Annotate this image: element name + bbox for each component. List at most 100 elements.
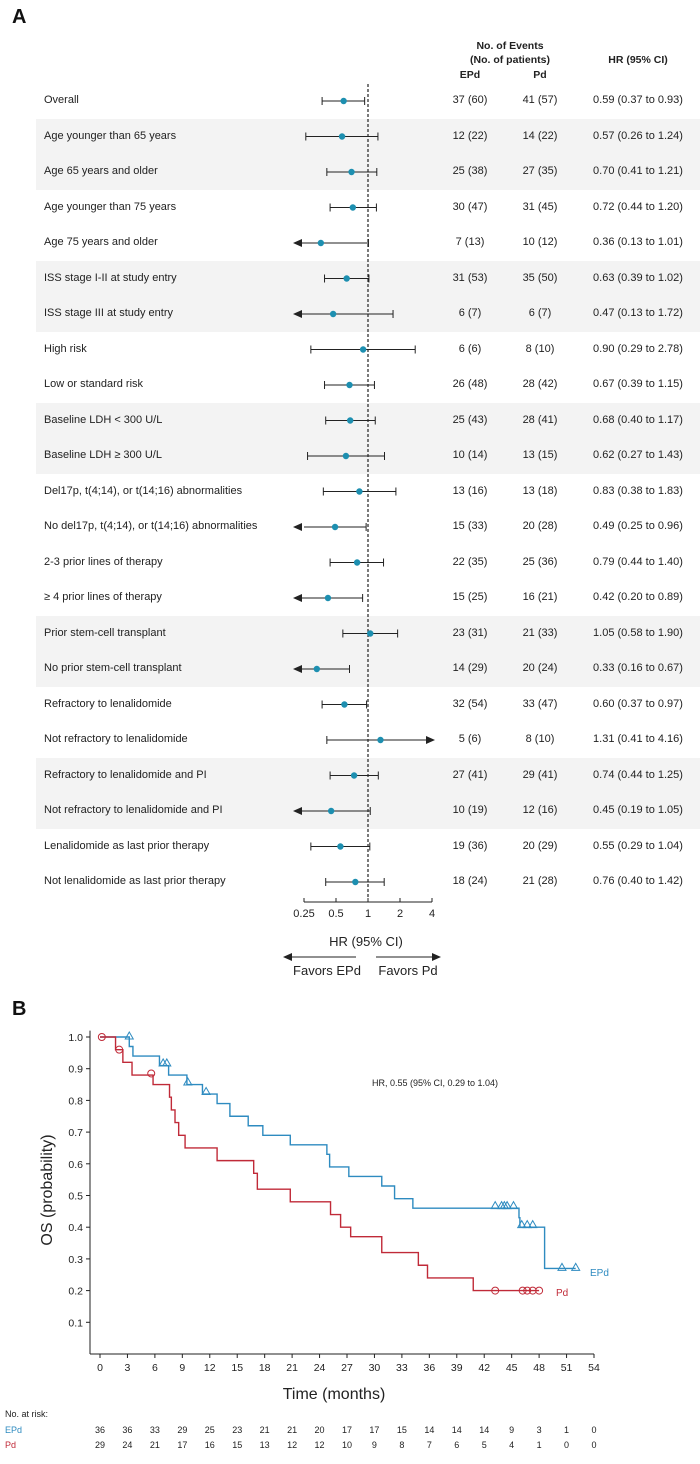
risk-count-pd: 12 bbox=[287, 1440, 297, 1450]
forest-row-pd: 25 (36) bbox=[522, 555, 558, 568]
km-censor-epd bbox=[490, 1200, 501, 1210]
forest-row-pd: 6 (7) bbox=[528, 307, 552, 319]
ci-arrow-right bbox=[426, 736, 435, 744]
km-censor-pd bbox=[528, 1286, 537, 1295]
km-y-tick-label: 0.6 bbox=[68, 1159, 83, 1171]
hr-point bbox=[346, 417, 354, 424]
risk-count-epd: 3 bbox=[537, 1425, 542, 1435]
panel-label-a: A bbox=[12, 6, 27, 28]
risk-count-pd: 21 bbox=[150, 1440, 160, 1450]
forest-row-label: Baseline LDH ≥ 300 U/L bbox=[44, 449, 162, 461]
forest-plot: 0.25 0.5 1 2 4 HR (95% CI) Favors EPd Favors Pd bbox=[283, 84, 441, 978]
favors-right-arrow bbox=[432, 953, 441, 961]
forest-row-hr: 0.67 (0.39 to 1.15) bbox=[593, 378, 683, 390]
forest-x-label: HR (95% CI) bbox=[329, 934, 403, 949]
forest-row-label: Age younger than 65 years bbox=[44, 129, 177, 142]
risk-count-pd: 7 bbox=[427, 1440, 432, 1450]
km-x-tick-label: 39 bbox=[451, 1362, 463, 1374]
forest-row-label: Overall bbox=[44, 94, 79, 106]
forest-row-pd: 33 (47) bbox=[522, 697, 558, 710]
forest-row-hr: 0.79 (0.44 to 1.40) bbox=[593, 555, 683, 568]
km-x-tick-label: 6 bbox=[152, 1362, 158, 1374]
km-x-tick-label: 21 bbox=[286, 1362, 298, 1374]
km-x-tick-label: 45 bbox=[506, 1362, 518, 1374]
forest-row-epd: 15 (33) bbox=[452, 520, 488, 532]
km-censor-pd bbox=[518, 1286, 527, 1295]
forest-row-pd: 16 (21) bbox=[522, 591, 558, 603]
forest-row-epd: 25 (43) bbox=[452, 413, 488, 426]
hr-point bbox=[348, 168, 355, 176]
forest-row-hr: 0.72 (0.44 to 1.20) bbox=[593, 200, 683, 213]
forest-row-label: Age younger than 75 years bbox=[44, 200, 177, 213]
km-x-tick-label: 24 bbox=[314, 1362, 326, 1374]
forest-row-pd: 20 (28) bbox=[522, 520, 558, 532]
km-y-label: OS (probability) bbox=[39, 1134, 56, 1245]
forest-row-epd: 7 (13) bbox=[455, 236, 485, 248]
forest-row-epd: 15 (25) bbox=[452, 591, 488, 603]
forest-row-hr: 1.31 (0.41 to 4.16) bbox=[593, 733, 683, 745]
km-censor-epd bbox=[182, 1076, 193, 1086]
km-y-tick-label: 0.1 bbox=[68, 1317, 83, 1329]
forest-x-tick-label: 2 bbox=[397, 908, 403, 920]
forest-row-label: Del17p, t(4;14), or t(14;16) abnormaliti… bbox=[44, 484, 243, 497]
km-x-tick-label: 54 bbox=[588, 1362, 600, 1374]
forest-row-pd: 20 (24) bbox=[522, 662, 558, 674]
header-pd: Pd bbox=[533, 69, 547, 81]
forest-row-label: ≥ 4 prior lines of therapy bbox=[44, 591, 162, 603]
forest-row-epd: 10 (14) bbox=[452, 449, 488, 461]
forest-row-hr: 0.45 (0.19 to 1.05) bbox=[593, 804, 683, 816]
risk-row-name-epd: EPd bbox=[5, 1425, 22, 1435]
forest-row-epd: 27 (41) bbox=[452, 768, 488, 781]
km-x-tick-label: 30 bbox=[369, 1362, 381, 1374]
km-censor-epd bbox=[124, 1030, 135, 1040]
forest-row-epd: 30 (47) bbox=[452, 200, 488, 213]
km-y-tick-label: 0.7 bbox=[68, 1127, 83, 1139]
hr-point bbox=[342, 452, 350, 460]
km-y-tick-label: 0.2 bbox=[68, 1286, 83, 1298]
km-x-tick-label: 9 bbox=[179, 1362, 185, 1374]
ci-arrow-left bbox=[293, 239, 302, 247]
forest-row-label: Low or standard risk bbox=[44, 378, 144, 390]
forest-row-epd: 6 (6) bbox=[458, 342, 482, 355]
forest-row-epd: 19 (36) bbox=[452, 839, 488, 852]
forest-row-label: ISS stage I-II at study entry bbox=[44, 271, 177, 284]
risk-count-epd: 29 bbox=[177, 1425, 187, 1435]
km-censor-epd bbox=[502, 1200, 512, 1210]
risk-count-pd: 5 bbox=[482, 1440, 487, 1450]
forest-row-label: ISS stage III at study entry bbox=[44, 307, 174, 319]
km-x-tick-label: 18 bbox=[259, 1362, 271, 1374]
hr-point bbox=[377, 736, 384, 744]
forest-row-hr: 1.05 (0.58 to 1.90) bbox=[593, 626, 683, 639]
km-censor-epd bbox=[201, 1086, 211, 1095]
risk-count-epd: 36 bbox=[122, 1425, 132, 1435]
forest-row-label: 2-3 prior lines of therapy bbox=[44, 555, 163, 568]
risk-count-pd: 6 bbox=[454, 1440, 459, 1450]
forest-row-hr: 0.42 (0.20 to 0.89) bbox=[593, 591, 683, 603]
risk-count-epd: 20 bbox=[315, 1425, 325, 1435]
forest-row-epd: 18 (24) bbox=[452, 875, 488, 887]
risk-count-pd: 29 bbox=[95, 1440, 105, 1450]
km-x-tick-label: 15 bbox=[231, 1362, 243, 1374]
forest-row-epd: 6 (7) bbox=[458, 307, 482, 319]
hr-point bbox=[352, 878, 359, 886]
header-patients: (No. of patients) bbox=[470, 54, 550, 66]
forest-row-label: Refractory to lenalidomide bbox=[44, 697, 172, 710]
hr-point bbox=[341, 701, 348, 708]
risk-count-epd: 21 bbox=[287, 1425, 297, 1435]
forest-row-epd: 14 (29) bbox=[452, 662, 488, 674]
risk-row-name-pd: Pd bbox=[5, 1440, 16, 1450]
panel-label-b: B bbox=[12, 998, 27, 1020]
risk-count-pd: 8 bbox=[399, 1440, 404, 1450]
forest-row-epd: 25 (38) bbox=[452, 165, 488, 177]
km-curve-epd bbox=[100, 1036, 576, 1270]
forest-row-epd: 13 (16) bbox=[452, 484, 488, 497]
km-censor-epd bbox=[161, 1057, 172, 1067]
risk-count-epd: 14 bbox=[479, 1425, 489, 1435]
km-plot: 0.10.20.30.40.50.60.70.80.91.00 3 6 9 12 15 18… bbox=[5, 1030, 609, 1450]
risk-count-epd: 9 bbox=[509, 1425, 514, 1435]
km-x-tick-label: 48 bbox=[533, 1362, 545, 1374]
hr-point bbox=[367, 630, 374, 637]
risk-count-pd: 17 bbox=[177, 1440, 187, 1450]
km-hr-annotation: HR, 0.55 (95% CI, 0.29 to 1.04) bbox=[372, 1078, 498, 1088]
forest-row-label: No prior stem-cell transplant bbox=[44, 662, 182, 674]
